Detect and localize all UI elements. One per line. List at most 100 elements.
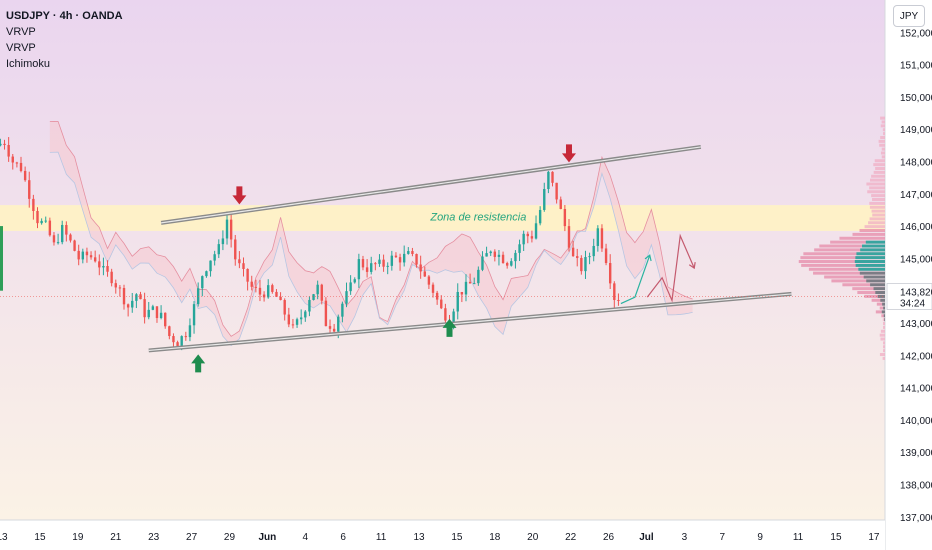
volume-profile-bar	[883, 349, 885, 353]
time-tick-label: Jul	[639, 532, 654, 543]
candle-body	[493, 251, 497, 257]
candle-body	[192, 304, 196, 326]
price-scale	[885, 0, 932, 550]
currency-button[interactable]: JPY	[893, 5, 925, 27]
candle-body	[0, 143, 2, 146]
volume-profile-bar	[875, 166, 885, 170]
time-tick-label: 15	[34, 532, 46, 543]
volume-profile-bar	[882, 356, 885, 360]
candle-body	[299, 317, 303, 320]
volume-profile-bar	[871, 209, 885, 213]
indicator-vrvp-1[interactable]: VRVP	[6, 26, 36, 38]
volume-profile-bar	[864, 294, 885, 298]
volume-profile-bar	[883, 306, 885, 310]
candle-body	[526, 233, 529, 237]
volume-profile-bar	[863, 275, 885, 279]
volume-profile-bar	[880, 337, 885, 341]
candle-body	[505, 263, 509, 266]
candle-body	[267, 285, 270, 298]
volume-profile-bar	[880, 135, 885, 139]
candle-body	[547, 171, 550, 190]
volume-profile-bar	[880, 116, 885, 120]
candle-body	[23, 170, 27, 181]
candle-body	[11, 156, 14, 163]
volume-profile-bar	[865, 240, 885, 244]
candle-body	[468, 281, 472, 284]
indicator-ichimoku[interactable]: Ichimoku	[6, 58, 51, 70]
time-tick-label: 11	[376, 532, 387, 543]
candle-body	[440, 299, 443, 309]
volume-profile-bar	[884, 318, 885, 322]
resistance-zone	[0, 205, 885, 231]
volume-profile-bar	[883, 345, 885, 349]
candle-body	[563, 209, 567, 227]
volume-profile-bar	[852, 287, 885, 291]
candle-body	[262, 294, 266, 298]
candle-body	[56, 242, 60, 244]
candle-body	[221, 238, 225, 245]
buy-signal-arrow-icon	[442, 318, 457, 337]
channel-lower-line-highlight	[148, 293, 792, 352]
candle-body	[510, 261, 513, 266]
volume-profile-bar	[830, 240, 885, 244]
channel-upper-line-highlight	[161, 146, 701, 224]
candle-body	[295, 319, 299, 325]
candle-body	[353, 279, 356, 283]
volume-profile-bar	[859, 229, 885, 233]
time-tick-label: 4	[303, 532, 309, 543]
volume-profile-bar	[870, 283, 885, 287]
projection-path-2	[646, 233, 695, 303]
volume-profile-bar	[873, 163, 885, 167]
time-tick-label: 9	[757, 532, 763, 543]
volume-profile-bar	[866, 182, 885, 186]
candle-body	[567, 226, 571, 248]
candle-body	[155, 306, 159, 319]
volume-profile-bar	[869, 217, 885, 221]
candle-body	[555, 182, 558, 200]
candle-body	[287, 314, 291, 325]
candle-body	[559, 199, 562, 210]
time-tick-label: 18	[489, 532, 501, 543]
projection-arrowhead-2	[688, 262, 696, 270]
price-tick-label: 137,000	[900, 513, 932, 524]
price-tick-label: 151,000	[900, 61, 932, 72]
volume-profile-bar	[875, 291, 885, 295]
price-tick-label: 147,000	[900, 190, 932, 201]
symbol-info[interactable]: USDJPY · 4h · OANDA	[6, 10, 123, 22]
candle-body	[19, 162, 23, 171]
last-price-countdown: 34:24	[900, 298, 925, 309]
candle-body	[407, 251, 410, 254]
volume-profile-bar	[819, 244, 885, 248]
volume-profile-bar	[876, 302, 885, 306]
candle-body	[390, 255, 394, 266]
volume-profile-bar	[839, 236, 885, 240]
candle-body	[349, 282, 352, 292]
sell-signal-arrow-icon	[561, 144, 576, 163]
candle-body	[275, 291, 278, 297]
last-price-label	[886, 283, 932, 310]
candle-body	[209, 260, 212, 272]
indicator-vrvp-2[interactable]: VRVP	[6, 42, 36, 54]
time-tick-label: 19	[72, 532, 84, 543]
price-tick-label: 150,000	[900, 93, 932, 104]
buy-signal-arrow-icon	[191, 354, 206, 373]
candle-body	[419, 264, 422, 272]
time-tick-label: 20	[527, 532, 539, 543]
candle-body	[254, 286, 258, 288]
chart-legend: USDJPY · 4h · OANDA VRVP VRVP Ichimoku	[6, 8, 123, 72]
candle-body	[584, 257, 587, 272]
time-tick-label: Jun	[259, 532, 277, 543]
candle-body	[538, 209, 542, 224]
volume-profile-bar	[801, 263, 885, 267]
candle-body	[279, 296, 282, 301]
price-tick-label: 148,000	[900, 157, 932, 168]
candle-body	[217, 244, 220, 255]
volume-profile-bar	[879, 143, 885, 147]
price-tick-label: 139,000	[900, 448, 932, 459]
candle-body	[89, 255, 93, 258]
candle-body	[229, 219, 233, 240]
volume-profile-bar	[842, 283, 885, 287]
candle-body	[61, 224, 64, 243]
